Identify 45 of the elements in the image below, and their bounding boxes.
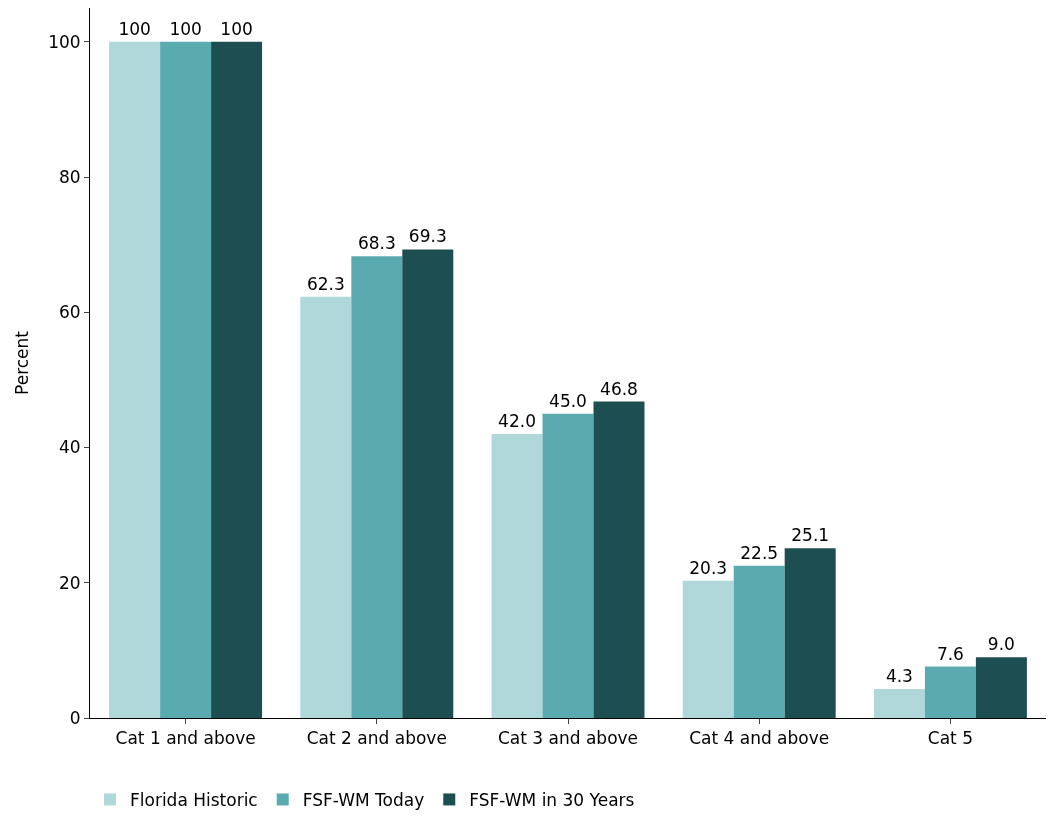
data-label: 45.0 — [549, 390, 587, 411]
legend-label: Florida Historic — [130, 790, 258, 811]
data-label: 20.3 — [689, 557, 728, 578]
bar — [402, 249, 454, 718]
bar — [351, 256, 403, 718]
y-tick-label: 80 — [58, 167, 81, 187]
bar — [542, 413, 594, 718]
x-tick-label: Cat 4 and above — [689, 728, 830, 749]
x-tick-label: Cat 3 and above — [497, 728, 639, 749]
y-tick-label: 0 — [69, 707, 81, 728]
x-tick-label: Cat 2 and above — [306, 728, 447, 749]
data-label: 100 — [118, 18, 151, 39]
bar — [160, 41, 212, 718]
bar — [211, 41, 263, 718]
bar — [924, 666, 976, 718]
bar — [300, 296, 352, 718]
legend-label: FSF-WM Today — [302, 790, 425, 811]
y-axis-title: Percent — [11, 330, 32, 395]
data-label: 46.8 — [600, 378, 638, 399]
bar — [682, 580, 734, 718]
data-label: 100 — [220, 18, 253, 39]
bar — [491, 434, 543, 718]
data-label: 9.0 — [987, 634, 1015, 655]
bar — [109, 41, 161, 718]
data-label: 25.1 — [791, 525, 830, 546]
data-label: 42.0 — [498, 411, 536, 431]
bar — [733, 565, 785, 718]
bar — [873, 688, 925, 718]
y-tick-label: 60 — [58, 302, 81, 323]
bar — [975, 657, 1027, 718]
y-tick-label: 20 — [58, 572, 81, 593]
data-label: 7.6 — [936, 643, 964, 664]
x-tick-label: Cat 1 and above — [115, 728, 256, 749]
data-label: 100 — [169, 18, 202, 39]
y-tick-label: 100 — [48, 31, 81, 52]
data-label: 68.3 — [357, 233, 396, 254]
x-tick-label: Cat 5 — [927, 728, 973, 749]
data-label: 62.3 — [306, 273, 345, 294]
data-label: 4.3 — [885, 665, 913, 686]
bar — [784, 548, 836, 718]
bar — [593, 401, 645, 718]
y-tick-label: 40 — [58, 437, 81, 458]
data-label: 22.5 — [740, 542, 779, 563]
data-label: 69.3 — [408, 226, 447, 247]
legend-label: FSF-WM in 30 Years — [469, 790, 635, 811]
